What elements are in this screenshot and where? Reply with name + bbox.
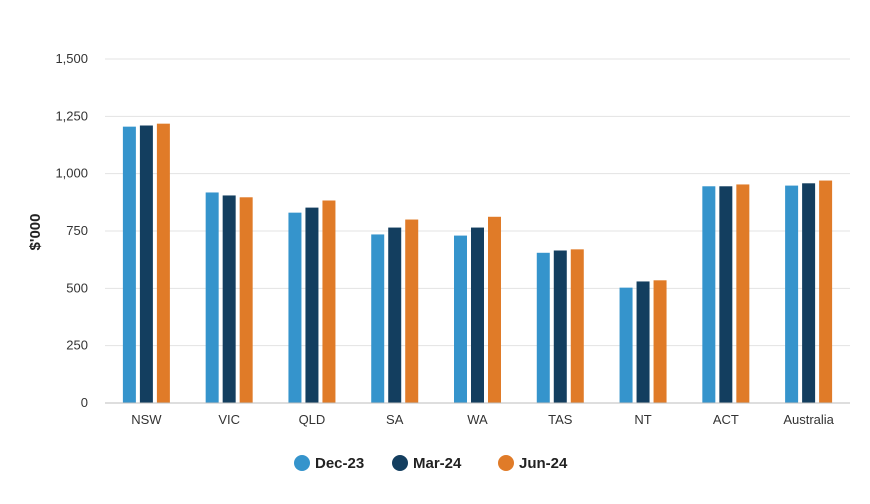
bar-tas-dec-23: [536, 252, 550, 403]
bar-nsw-dec-23: [122, 126, 136, 404]
x-axis-ticks: NSW VIC QLD SA WA TAS NT ACT Australia: [131, 412, 834, 427]
bar-act-dec-23: [702, 186, 716, 403]
bar-nt-mar-24: [636, 281, 650, 403]
y-tick-label: 750: [66, 223, 88, 238]
x-tick-label: VIC: [218, 412, 240, 427]
legend-marker: [498, 455, 514, 471]
bar-sa-dec-23: [371, 234, 385, 403]
bar-nsw-jun-24: [156, 123, 170, 403]
x-tick-label: Australia: [783, 412, 834, 427]
bar-australia-jun-24: [819, 180, 833, 403]
y-tick-label: 500: [66, 280, 88, 295]
bar-qld-mar-24: [305, 207, 319, 403]
bar-qld-jun-24: [322, 200, 336, 403]
bar-nt-jun-24: [653, 280, 667, 403]
legend-marker: [294, 455, 310, 471]
y-tick-label: 1,250: [55, 108, 88, 123]
bar-tas-jun-24: [570, 249, 584, 403]
y-tick-label: 0: [81, 395, 88, 410]
y-tick-label: 1,000: [55, 166, 88, 181]
legend-item[interactable]: Jun-24: [498, 455, 568, 472]
bar-tas-mar-24: [553, 250, 567, 403]
x-tick-label: NSW: [131, 412, 162, 427]
x-tick-label: TAS: [548, 412, 573, 427]
legend-item[interactable]: Mar-24: [392, 455, 462, 472]
legend-item[interactable]: Dec-23: [294, 455, 364, 472]
bar-act-jun-24: [736, 184, 750, 403]
y-axis-ticks: 0 250 500 750 1,000 1,250 1,500: [55, 51, 88, 410]
x-tick-label: NT: [634, 412, 651, 427]
bar-vic-jun-24: [239, 197, 253, 403]
bar-wa-mar-24: [471, 227, 484, 403]
bar-sa-mar-24: [388, 227, 402, 403]
y-axis-title: $'000: [27, 214, 44, 251]
x-tick-label: ACT: [713, 412, 739, 427]
bar-nsw-mar-24: [139, 125, 153, 404]
bars: [122, 123, 833, 404]
bar-australia-mar-24: [802, 183, 816, 403]
legend-label: Jun-24: [519, 455, 568, 472]
legend-marker: [392, 455, 408, 471]
bar-act-mar-24: [719, 186, 733, 403]
bar-sa-jun-24: [405, 219, 419, 403]
legend: Dec-23 Mar-24 Jun-24: [294, 455, 568, 472]
x-tick-label: QLD: [299, 412, 326, 427]
bar-nt-dec-23: [619, 287, 633, 403]
bar-australia-dec-23: [785, 185, 799, 403]
bar-qld-dec-23: [288, 212, 302, 403]
x-tick-label: WA: [467, 412, 488, 427]
legend-label: Dec-23: [315, 455, 364, 472]
y-tick-label: 250: [66, 338, 88, 353]
x-tick-label: SA: [386, 412, 404, 427]
y-tick-label: 1,500: [55, 51, 88, 66]
bar-wa-dec-23: [454, 235, 467, 403]
bar-wa-jun-24: [488, 216, 501, 403]
bar-vic-mar-24: [222, 195, 236, 403]
bar-vic-dec-23: [205, 192, 219, 403]
legend-label: Mar-24: [413, 455, 462, 472]
